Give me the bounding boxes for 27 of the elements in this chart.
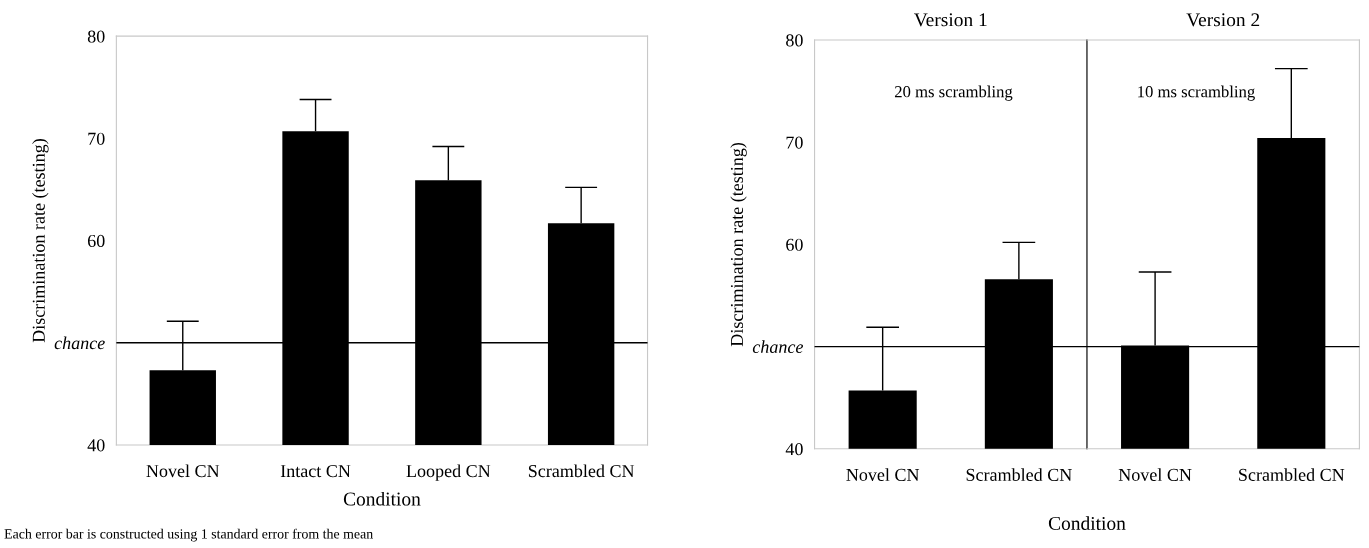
- annotation: 10 ms scrambling: [1138, 85, 1255, 101]
- chart-title: Version 2: [1186, 13, 1260, 27]
- y-axis-title: Discrimination rate (testing): [730, 142, 747, 347]
- y-tick-label: 60: [87, 234, 105, 248]
- y-tick-label: chance: [752, 340, 804, 354]
- chart-title: Version 1: [914, 13, 987, 27]
- x-tick-label: Scrambled CN: [966, 468, 1072, 481]
- y-tick-label: 80: [786, 34, 803, 47]
- y-axis-title: Discrimination rate (testing): [32, 139, 49, 343]
- x-tick-label: Novel CN: [1118, 468, 1192, 481]
- x-tick-label: Intact CN: [280, 464, 351, 478]
- x-tick-label: Scrambled CN: [1239, 468, 1345, 481]
- x-tick-label: Novel CN: [146, 464, 220, 478]
- y-tick-label: 80: [87, 30, 105, 43]
- y-tick-label: 70: [88, 132, 105, 145]
- x-tick-label: Looped CN: [406, 464, 491, 481]
- y-tick-label: 40: [87, 439, 105, 452]
- text: Each error bar is constructed using 1 standard error from the mean: [4, 528, 373, 542]
- x-axis-title: Condition: [343, 491, 421, 506]
- y-tick-label: chance: [54, 336, 105, 350]
- x-tick-label: Scrambled CN: [528, 464, 635, 478]
- annotation: 20 ms scrambling: [894, 85, 1013, 101]
- y-tick-label: 60: [786, 238, 803, 251]
- y-tick-label: 40: [785, 443, 803, 456]
- x-axis-title: Condition: [1048, 516, 1126, 530]
- x-tick-label: Novel CN: [846, 468, 920, 481]
- y-tick-label: 70: [786, 136, 803, 149]
